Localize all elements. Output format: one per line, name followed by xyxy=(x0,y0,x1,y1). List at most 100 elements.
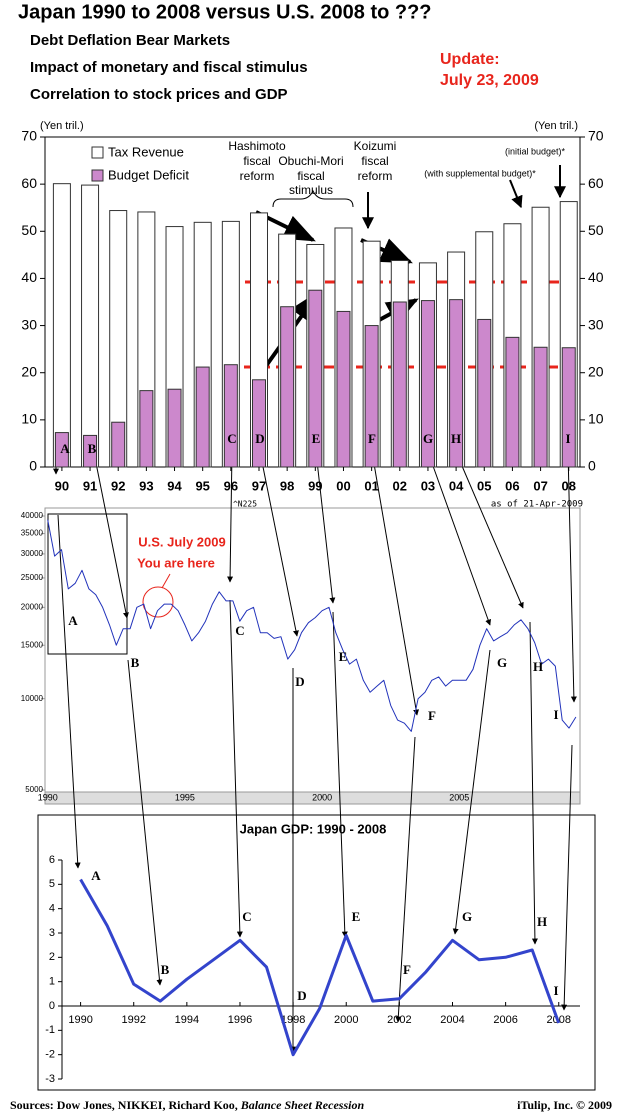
point-label: B xyxy=(131,655,140,670)
x-tick-label: 93 xyxy=(139,478,153,493)
x-tick-label: 1992 xyxy=(121,1014,145,1026)
x-tick-label: 2004 xyxy=(440,1014,464,1026)
update-date: July 23, 2009 xyxy=(440,72,539,89)
y-tick-label: 2 xyxy=(49,951,55,963)
y-tick-label: 3 xyxy=(49,927,55,939)
point-label: D xyxy=(297,988,306,1003)
x-tick-label: 01 xyxy=(364,478,378,493)
ticker: ^N225 xyxy=(233,500,257,509)
annotation: fiscal xyxy=(297,169,324,183)
annotation: Obuchi-Mori xyxy=(278,154,343,168)
point-label: F xyxy=(403,962,411,977)
x-tick-label: 94 xyxy=(167,478,182,493)
bar xyxy=(223,364,238,468)
bar xyxy=(336,310,351,468)
pointer-arrows xyxy=(362,165,566,230)
x-tick-label: 1990 xyxy=(68,1014,92,1026)
annotation: (with supplemental budget)* xyxy=(424,168,536,178)
y-tick-label: 50 xyxy=(21,222,37,238)
annotation: (initial budget)* xyxy=(505,146,566,156)
point-label: C xyxy=(242,909,251,924)
x-tick-label: 1994 xyxy=(175,1014,199,1026)
y-tick-label: 30 xyxy=(21,316,37,332)
sources: Sources: Dow Jones, NIKKEI, Richard Koo,… xyxy=(10,1098,364,1112)
y-tick-label: 20 xyxy=(21,363,37,379)
y-tick-label: -2 xyxy=(45,1049,55,1061)
bar xyxy=(252,379,266,468)
y-tick-label: 40000 xyxy=(21,511,44,520)
y-tick-label: 10000 xyxy=(21,694,44,703)
x-tick-label: 97 xyxy=(252,478,266,493)
point-label: B xyxy=(161,962,170,977)
point-label: D xyxy=(295,674,304,689)
y2-tick-label: 60 xyxy=(588,175,604,191)
x-tick-label: 1998 xyxy=(281,1014,305,1026)
y2-tick-label: 70 xyxy=(588,128,604,144)
legend-swatch xyxy=(91,146,104,159)
y-tick-label: 0 xyxy=(29,458,37,474)
legend-swatch xyxy=(91,169,104,182)
data-line xyxy=(47,519,577,732)
bar xyxy=(392,301,407,468)
x-tick-label: 90 xyxy=(55,478,69,493)
subtitle: Impact of monetary and fiscal stimulus xyxy=(30,59,308,76)
bar xyxy=(561,347,576,468)
brace xyxy=(272,189,354,208)
x-tick-label: 2005 xyxy=(449,792,469,802)
y-tick-label: -3 xyxy=(45,1073,55,1085)
x-tick-label: 1995 xyxy=(175,792,195,802)
point-label: I xyxy=(553,983,558,998)
sources-text: Sources: Dow Jones, NIKKEI, Richard Koo, xyxy=(10,1098,241,1112)
x-tick-label: 2000 xyxy=(334,1014,358,1026)
y2-tick-label: 30 xyxy=(588,316,604,332)
legend-label: Budget Deficit xyxy=(108,167,189,182)
bar xyxy=(139,390,154,468)
point-label: C xyxy=(227,431,236,446)
title: Japan 1990 to 2008 versus U.S. 2008 to ?… xyxy=(18,1,432,23)
point-label: H xyxy=(537,914,547,929)
x-tick-label: 98 xyxy=(280,478,294,493)
x-tick-label: 2006 xyxy=(493,1014,517,1026)
bar xyxy=(280,306,295,468)
y2-axis-label: (Yen tril.) xyxy=(534,120,578,132)
x-tick-label: 02 xyxy=(393,478,407,493)
x-tick-label: 95 xyxy=(195,478,209,493)
point-label: F xyxy=(428,708,436,723)
point-label: E xyxy=(312,431,321,446)
y2-tick-label: 20 xyxy=(588,363,604,379)
book-title: Balance Sheet Recession xyxy=(240,1098,365,1112)
x-tick-label: 1990 xyxy=(38,792,58,802)
y-tick-label: 25000 xyxy=(21,573,44,582)
annotation: You are here xyxy=(137,555,215,570)
x-tick-label: 2000 xyxy=(312,792,332,802)
y-tick-label: 70 xyxy=(21,128,37,144)
point-label: F xyxy=(368,431,376,446)
point-label: G xyxy=(462,909,472,924)
point-label: H xyxy=(533,659,543,674)
x-tick-label: 91 xyxy=(83,478,97,493)
x-tick-label: 06 xyxy=(505,478,519,493)
y-tick-label: 20000 xyxy=(21,602,44,611)
plot-frame xyxy=(37,814,596,1091)
point-label: D xyxy=(255,431,264,446)
x-tick-label: 03 xyxy=(421,478,435,493)
y-tick-label: 0 xyxy=(49,1000,55,1012)
y-tick-label: 1 xyxy=(49,976,55,988)
bar xyxy=(195,366,210,468)
as-of: as of 21-Apr-2009 xyxy=(491,500,583,510)
point-label: E xyxy=(339,649,348,664)
y-tick-label: 30000 xyxy=(21,549,44,558)
bar xyxy=(533,346,548,468)
bar xyxy=(477,318,492,468)
update-label: Update: xyxy=(440,51,500,68)
annotation: Hashimoto xyxy=(228,139,286,153)
y-tick-label: 5000 xyxy=(25,785,43,794)
x-tick-label: 92 xyxy=(111,478,125,493)
point-label: A xyxy=(60,441,70,456)
y-tick-label: -1 xyxy=(45,1024,55,1036)
point-label: I xyxy=(553,707,558,722)
data-line xyxy=(79,878,561,1057)
subtitle: Debt Deflation Bear Markets xyxy=(30,32,230,49)
annotation: reform xyxy=(358,169,393,183)
